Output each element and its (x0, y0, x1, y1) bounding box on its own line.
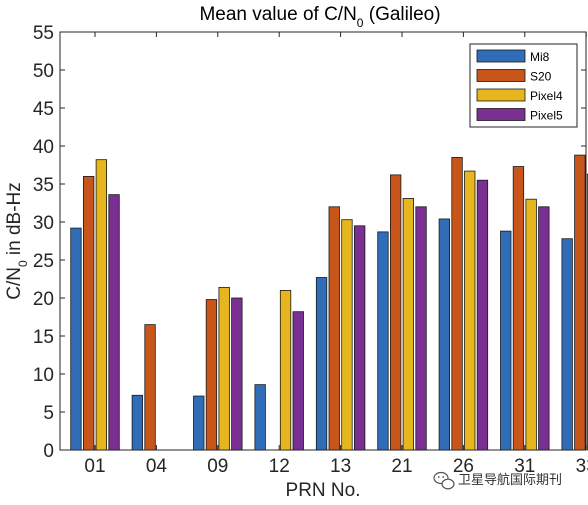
x-tick-label: 01 (84, 456, 105, 477)
y-axis-label-sub: 0 (16, 260, 30, 267)
bar-pixel4-09 (218, 286, 230, 451)
x-tick-label: 12 (269, 456, 290, 477)
legend-label-s20: S20 (530, 70, 552, 84)
bar-mi8-09 (193, 395, 205, 451)
x-axis-label: PRN No. (286, 480, 361, 501)
x-tick-label: 26 (453, 456, 474, 477)
bar-s20-09 (205, 299, 218, 451)
bar-pixel5-13 (353, 225, 366, 451)
y-tick-label: 35 (33, 175, 54, 196)
x-tick-label: 33 (576, 456, 588, 477)
watermark-text: 卫星导航国际期刊 (458, 472, 562, 487)
bar-pixel4-01 (95, 159, 107, 451)
bar-pixel5-09 (231, 297, 243, 451)
x-tick-label: 21 (391, 456, 412, 477)
bar-s20-13 (328, 206, 340, 451)
bar-s20-33 (574, 154, 586, 451)
chart-title: Mean value of C/N0 (Galileo) (199, 4, 440, 30)
y-tick-label: 30 (33, 213, 54, 234)
bar-mi8-13 (315, 277, 328, 451)
bar-s20-31 (512, 166, 525, 451)
chart-title-tail: (Galileo) (363, 4, 440, 25)
y-tick-label: 5 (43, 403, 54, 424)
legend: Mi8 S20 Pixel4 Pixel5 (469, 43, 578, 128)
y-tick-label: 50 (33, 61, 54, 82)
bar-pixel5-31 (538, 206, 550, 451)
y-tick-label: 45 (33, 99, 54, 120)
x-tick-label: 31 (514, 456, 535, 477)
bar-s20-21 (389, 174, 402, 451)
y-tick-label: 20 (33, 289, 54, 310)
bar-s20-01 (83, 175, 95, 451)
legend-swatch-pixel5 (476, 108, 526, 121)
bar-s20-26 (451, 156, 463, 451)
bar-mi8-26 (438, 218, 451, 451)
y-tick-label: 0 (43, 441, 54, 462)
bar-pixel4-21 (402, 198, 415, 451)
watermark: 卫星导航国际期刊 (433, 471, 562, 490)
legend-label-pixel4: Pixel4 (530, 89, 563, 103)
bar-mi8-01 (70, 227, 82, 451)
bar-mi8-12 (254, 384, 266, 451)
y-tick-label: 25 (33, 251, 54, 272)
y-tick-label: 40 (33, 137, 54, 158)
bar-pixel5-26 (476, 179, 489, 451)
bar-pixel5-12 (292, 311, 304, 451)
y-axis-label: C/N0 in dB-Hz (4, 182, 30, 300)
y-axis-label-tail: in dB-Hz (4, 182, 25, 260)
x-tick-label: 09 (207, 456, 228, 477)
y-axis-label-main: C/N (4, 267, 25, 300)
y-axis: 0 5 10 15 20 25 30 35 40 45 50 55 (33, 23, 586, 462)
legend-label-mi8: Mi8 (530, 50, 550, 64)
x-tick-label: 13 (330, 456, 351, 477)
bar-mi8-21 (377, 231, 389, 451)
legend-swatch-mi8 (476, 49, 526, 63)
y-tick-label: 10 (33, 365, 54, 386)
bar-pixel5-01 (108, 194, 120, 451)
legend-swatch-s20 (476, 69, 526, 82)
y-tick-label: 55 (33, 23, 54, 44)
bar-mi8-33 (561, 238, 573, 451)
x-axis: 01 04 09 12 13 21 26 31 33 (84, 32, 588, 477)
x-tick-label: 04 (146, 456, 168, 477)
chart-title-sub: 0 (357, 16, 364, 30)
bar-mi8-04 (131, 394, 144, 451)
bar-pixel5-21 (415, 206, 427, 451)
bar-pixel4-31 (525, 198, 537, 451)
bars-group (70, 154, 588, 451)
legend-label-pixel5: Pixel5 (530, 109, 563, 123)
bar-pixel4-13 (341, 219, 353, 451)
wechat-icon (433, 471, 455, 490)
chart-title-main: Mean value of C/N (199, 4, 356, 25)
bar-s20-04 (144, 324, 156, 451)
y-tick-label: 15 (33, 327, 54, 348)
legend-swatch-pixel4 (476, 88, 526, 102)
bar-mi8-31 (500, 230, 512, 451)
bar-pixel4-26 (464, 170, 476, 451)
bar-pixel4-12 (279, 289, 292, 451)
